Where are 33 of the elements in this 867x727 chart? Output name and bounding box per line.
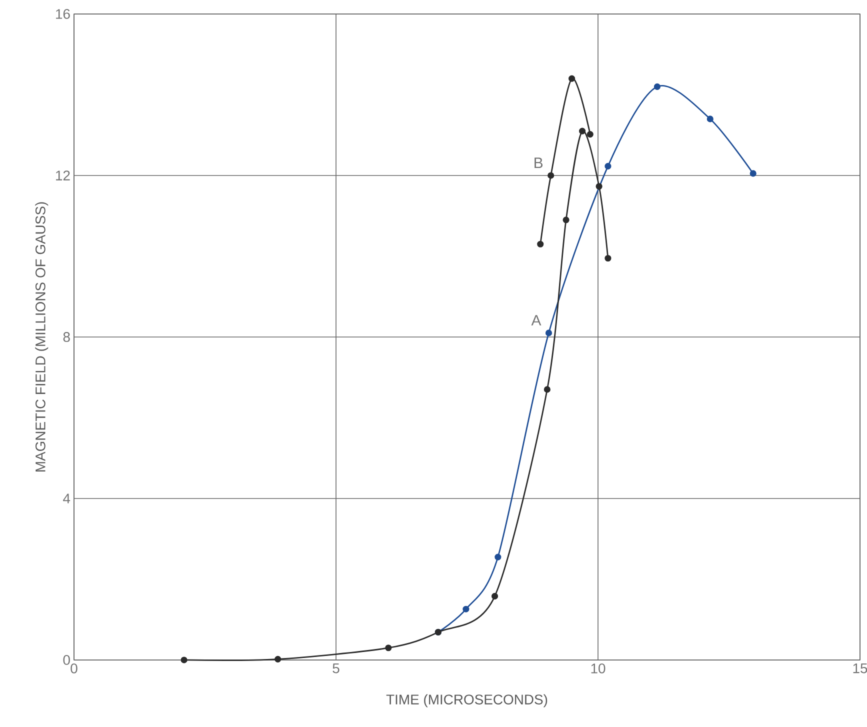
y-tick-label: 16 <box>56 9 70 19</box>
x-tick-label: 15 <box>853 664 867 674</box>
y-tick-label: 8 <box>63 332 70 342</box>
y-tick-label: 0 <box>63 655 70 665</box>
series-label: A <box>531 315 542 326</box>
point <box>385 644 392 652</box>
point <box>586 131 594 138</box>
point <box>706 116 714 122</box>
point <box>274 656 282 662</box>
point <box>544 386 550 393</box>
x-tick-label: 0 <box>70 663 78 674</box>
y-axis-title: MAGNETIC FIELD (MILLIONS OF GAUSS) <box>35 202 48 472</box>
point <box>654 83 661 90</box>
series-label: B <box>534 158 543 168</box>
point <box>604 254 612 262</box>
y-tick-label: 12 <box>56 170 70 180</box>
point <box>568 75 576 82</box>
point <box>604 162 612 170</box>
point <box>494 554 502 560</box>
x-tick-label: 10 <box>591 663 606 674</box>
point <box>562 216 570 224</box>
point <box>750 170 756 177</box>
x-tick-label: 5 <box>332 664 340 674</box>
point <box>462 606 470 612</box>
point <box>537 240 544 248</box>
point <box>491 592 498 600</box>
point <box>180 656 188 664</box>
y-tick-label: 4 <box>63 494 70 504</box>
x-axis-title: TIME (MICROSECONDS) <box>386 694 548 708</box>
point <box>596 183 602 190</box>
point <box>548 172 554 179</box>
point <box>545 330 552 336</box>
point <box>579 128 586 134</box>
